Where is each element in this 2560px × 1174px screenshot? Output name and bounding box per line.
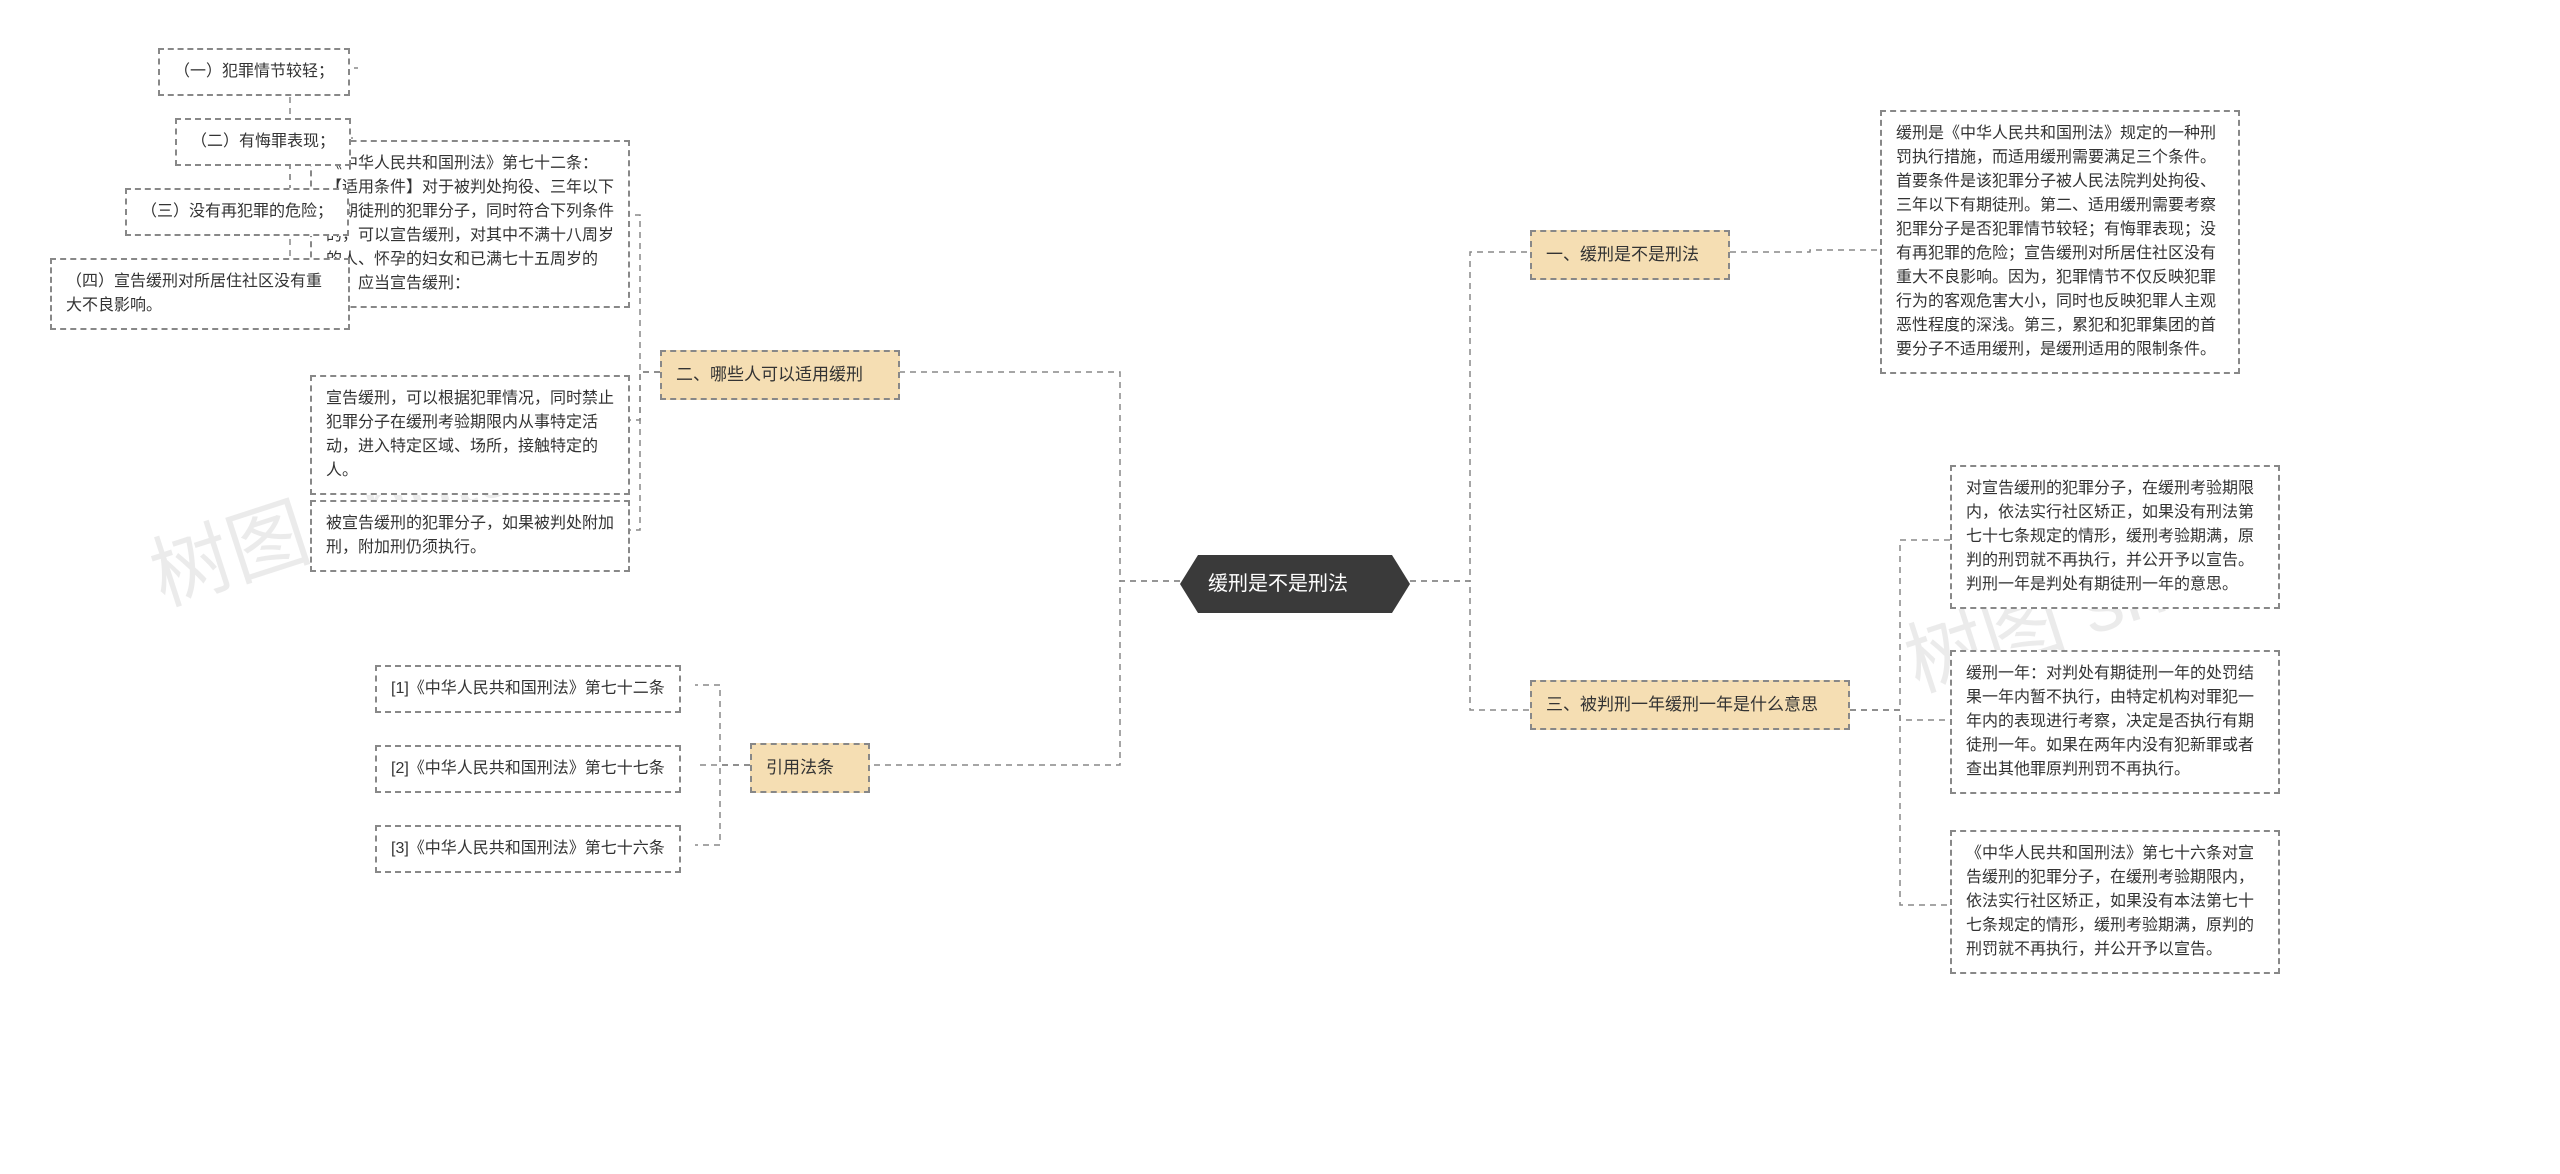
topic-2: 二、哪些人可以适用缓刑 (660, 350, 900, 400)
leaf-2-1-3: （三）没有再犯罪的危险； (125, 188, 349, 236)
topic-1: 一、缓刑是不是刑法 (1530, 230, 1730, 280)
leaf-2-1-1: （一）犯罪情节较轻； (158, 48, 350, 96)
center-node: 缓刑是不是刑法 (1180, 555, 1410, 613)
leaf-4-3: [3]《中华人民共和国刑法》第七十六条 (375, 825, 681, 873)
leaf-4-2: [2]《中华人民共和国刑法》第七十七条 (375, 745, 681, 793)
leaf-4-1: [1]《中华人民共和国刑法》第七十二条 (375, 665, 681, 713)
leaf-3-1: 对宣告缓刑的犯罪分子，在缓刑考验期限内，依法实行社区矫正，如果没有刑法第七十七条… (1950, 465, 2280, 609)
topic-4: 引用法条 (750, 743, 870, 793)
leaf-2-3: 被宣告缓刑的犯罪分子，如果被判处附加刑，附加刑仍须执行。 (310, 500, 630, 572)
leaf-3-2: 缓刑一年：对判处有期徒刑一年的处罚结果一年内暂不执行，由特定机构对罪犯一年内的表… (1950, 650, 2280, 794)
leaf-1-1: 缓刑是《中华人民共和国刑法》规定的一种刑罚执行措施，而适用缓刑需要满足三个条件。… (1880, 110, 2240, 374)
leaf-2-1-2: （二）有悔罪表现； (175, 118, 351, 166)
topic-3: 三、被判刑一年缓刑一年是什么意思 (1530, 680, 1850, 730)
leaf-2-1-4: （四）宣告缓刑对所居住社区没有重大不良影响。 (50, 258, 350, 330)
leaf-3-3: 《中华人民共和国刑法》第七十六条对宣告缓刑的犯罪分子，在缓刑考验期限内，依法实行… (1950, 830, 2280, 974)
leaf-2-2: 宣告缓刑，可以根据犯罪情况，同时禁止犯罪分子在缓刑考验期限内从事特定活动，进入特… (310, 375, 630, 495)
leaf-2-1: 《中华人民共和国刑法》第七十二条：【适用条件】对于被判处拘役、三年以下有期徒刑的… (310, 140, 630, 308)
